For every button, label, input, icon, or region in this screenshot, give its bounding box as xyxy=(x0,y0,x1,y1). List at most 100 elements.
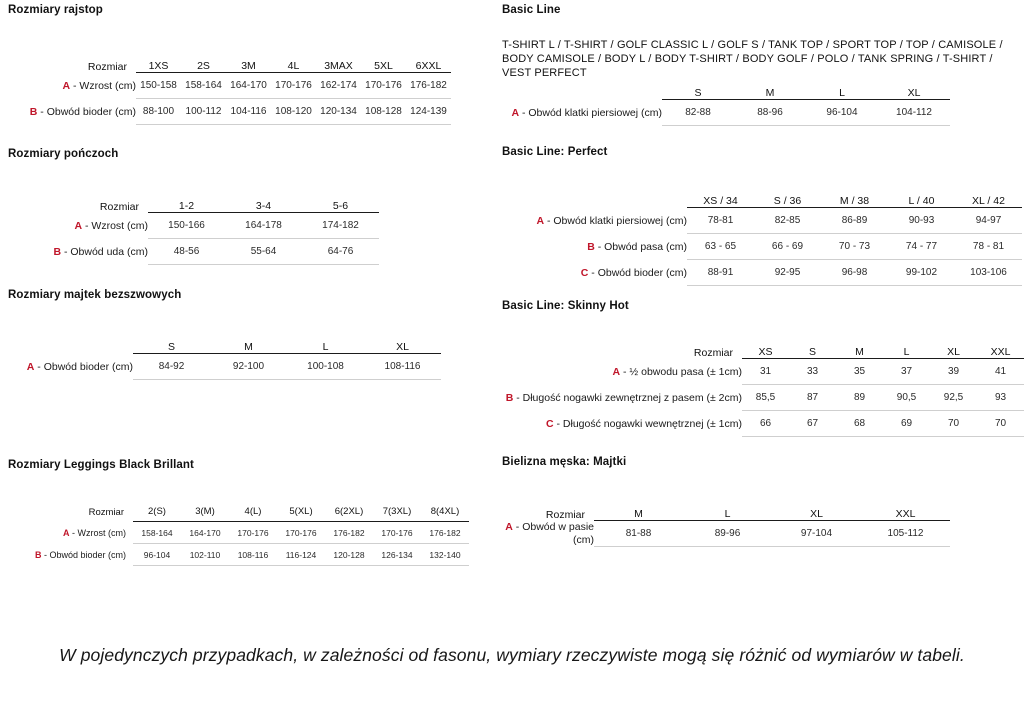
table-cell: 104-112 xyxy=(878,99,950,126)
column-header: L / 40 xyxy=(888,187,955,208)
column-header: S xyxy=(662,79,734,100)
size-table: S M L XL A - Obwód klatki piersiowej (cm) 82-… xyxy=(502,79,950,126)
row-label: B - Obwód uda (cm) xyxy=(53,245,148,258)
column-header: XL / 42 xyxy=(955,187,1022,208)
table-cell: 67 xyxy=(789,410,836,437)
column-header: 1-2 xyxy=(148,192,225,213)
column-header: 3(M) xyxy=(181,499,229,522)
table-cell: 164-170 xyxy=(181,521,229,544)
column-header: 6XXL xyxy=(406,52,451,73)
table-cell: 99-102 xyxy=(888,259,955,286)
section-title: Rozmiary Leggings Black Brillant xyxy=(8,459,194,471)
size-label-cell xyxy=(8,333,133,354)
table-perfect: XS / 34 S / 36 M / 38 L / 40 XL / 42 A - Obwó… xyxy=(502,187,1022,286)
table-cell: 89 xyxy=(836,384,883,411)
table-row: A - Obwód w pasie (cm) 81-88 89-96 97-104 10… xyxy=(502,520,950,548)
size-table: S M L XL A - Obwód bioder (cm) 84-92 92-100 100… xyxy=(8,333,441,380)
column-header: L xyxy=(287,333,364,354)
column-header: 3-4 xyxy=(225,192,302,213)
row-marker: A xyxy=(26,360,35,373)
column-header: M xyxy=(836,338,883,359)
size-label-cell: Rozmiar xyxy=(545,508,585,521)
table-cell: 105-112 xyxy=(861,520,950,548)
column-header: 5XL xyxy=(361,52,406,73)
section-title: Rozmiary rajstop xyxy=(8,4,103,16)
table-cell: 94-97 xyxy=(955,207,1022,234)
row-marker: A xyxy=(612,365,621,378)
table-cell: 41 xyxy=(977,358,1024,385)
column-header: 8(4XL) xyxy=(421,499,469,522)
row-label: C - Obwód bioder (cm) xyxy=(580,266,687,279)
table-cell: 78-81 xyxy=(687,207,754,234)
table-cell: 164-170 xyxy=(226,72,271,99)
table-cell: 170-176 xyxy=(271,72,316,99)
section-skinny-hot: Basic Line: Skinny Hot Rozmiar XS S M L XL XXL… xyxy=(502,300,1024,437)
disclaimer-note: W pojedynczych przypadkach, w zależności… xyxy=(59,645,965,665)
table-cell: 120-134 xyxy=(316,98,361,125)
size-label-cell xyxy=(502,187,687,208)
table-row: A - ½ obwodu pasa (± 1cm) 31 33 35 37 39 41 xyxy=(502,358,1024,385)
table-cell: 69 xyxy=(883,410,930,437)
column-header: 4(L) xyxy=(229,499,277,522)
table-cell: 103-106 xyxy=(955,259,1022,286)
column-header: 1XS xyxy=(136,52,181,73)
table-header-row: Rozmiar 2(S) 3(M) 4(L) 5(XL) 6(2XL) 7(3XL) 8(4X… xyxy=(8,499,469,522)
section-basic-line: Basic Line T-SHIRT L / T-SHIRT / GOLF CL… xyxy=(502,4,1024,126)
size-table: XS / 34 S / 36 M / 38 L / 40 XL / 42 A - Obwó… xyxy=(502,187,1022,286)
row-label: A - Obwód klatki piersiowej (cm) xyxy=(536,214,687,227)
table-header-row: XS / 34 S / 36 M / 38 L / 40 XL / 42 xyxy=(502,187,1022,208)
table-cell: 66 - 69 xyxy=(754,233,821,260)
column-header: L xyxy=(806,79,878,100)
table-cell: 162-174 xyxy=(316,72,361,99)
table-cell: 93 xyxy=(977,384,1024,411)
table-cell: 96-104 xyxy=(133,543,181,566)
table-header-row: S M L XL xyxy=(8,333,441,354)
table-cell: 74 - 77 xyxy=(888,233,955,260)
row-marker: A xyxy=(511,106,520,119)
column-header: M / 38 xyxy=(821,187,888,208)
table-cell: 96-104 xyxy=(806,99,878,126)
table-cell: 92,5 xyxy=(930,384,977,411)
row-label: A - Wzrost (cm) xyxy=(74,219,149,232)
column-header: XXL xyxy=(977,338,1024,359)
table-cell: 176-182 xyxy=(325,521,373,544)
row-marker: B xyxy=(53,245,62,258)
table-cell: 35 xyxy=(836,358,883,385)
table-cell: 90,5 xyxy=(883,384,930,411)
row-label: A - Obwód klatki piersiowej (cm) xyxy=(511,106,662,119)
size-table: Rozmiar 1XS 2S 3M 4L 3MAX 5XL 6XXL A - Wzrost (c… xyxy=(8,52,451,125)
table-header-row: Rozmiar 1-2 3-4 5-6 xyxy=(8,192,379,213)
table-cell: 88-96 xyxy=(734,99,806,126)
table-cell: 82-88 xyxy=(662,99,734,126)
size-label-cell: Rozmiar xyxy=(87,60,127,73)
section-ponczochy: Rozmiary pończoch Rozmiar 1-2 3-4 5-6 A - Wz… xyxy=(8,148,470,265)
column-header: XL xyxy=(930,338,977,359)
table-cell: 100-112 xyxy=(181,98,226,125)
table-cell: 150-158 xyxy=(136,72,181,99)
table-majtki-bezszwowe: S M L XL A - Obwód bioder (cm) 84-92 92-100 100… xyxy=(8,333,441,380)
table-cell: 100-108 xyxy=(287,353,364,380)
row-label: B - Obwód pasa (cm) xyxy=(587,240,687,253)
table-cell: 104-116 xyxy=(226,98,271,125)
column-header: M xyxy=(734,79,806,100)
row-label: C - Długość nogawki wewnętrznej (± 1cm) xyxy=(545,417,742,430)
section-title: Basic Line: Perfect xyxy=(502,146,608,158)
column-header: M xyxy=(594,500,683,521)
table-row: C - Długość nogawki wewnętrznej (± 1cm) 6… xyxy=(502,410,1024,437)
section-rajstopy: Rozmiary rajstop Rozmiar 1XS 2S 3M 4L 3MAX 5XL… xyxy=(8,4,470,125)
table-cell: 108-128 xyxy=(361,98,406,125)
table-skinny-hot: Rozmiar XS S M L XL XXL A - ½ obwodu pasa (± 1c… xyxy=(502,338,1024,437)
column-header: XS / 34 xyxy=(687,187,754,208)
table-majtki-meskie: Rozmiar M L XL XXL A - Obwód w pasie (cm) 81-8… xyxy=(502,500,950,548)
column-header: 3M xyxy=(226,52,271,73)
row-label: A - Obwód w pasie (cm) xyxy=(505,520,594,546)
table-cell: 170-176 xyxy=(361,72,406,99)
table-cell: 102-110 xyxy=(181,543,229,566)
table-cell: 92-100 xyxy=(210,353,287,380)
row-marker: B xyxy=(587,240,595,253)
table-cell: 55-64 xyxy=(225,238,302,265)
table-row: B - Długość nogawki zewnętrznej z pasem … xyxy=(502,384,1024,411)
column-header: 5-6 xyxy=(302,192,379,213)
table-cell: 63 - 65 xyxy=(687,233,754,260)
table-cell: 158-164 xyxy=(181,72,226,99)
